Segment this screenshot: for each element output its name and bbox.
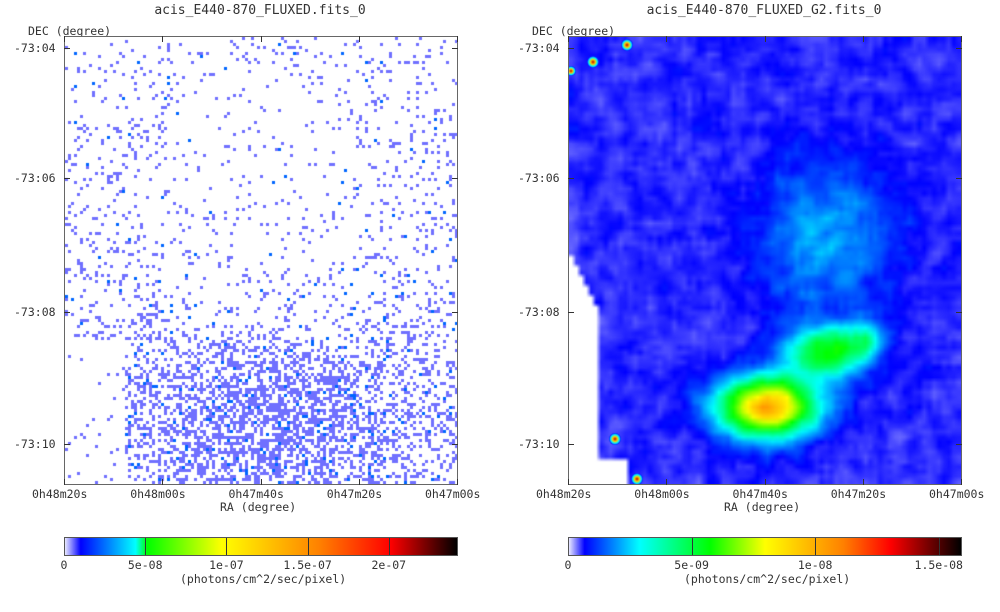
colorbar-tick-label: 1e-08 [797, 558, 833, 572]
x-tick-mark [260, 36, 262, 42]
colorbar-tick-mark [388, 538, 390, 555]
y-tick-label: -73:10 [14, 437, 56, 451]
colorbar-tick-mark [145, 538, 147, 555]
y-tick-mark [956, 178, 962, 179]
colorbar-tick-mark [307, 538, 309, 555]
y-tick-mark [956, 312, 962, 313]
image-plot-area[interactable] [64, 36, 458, 485]
y-tick-mark [452, 178, 458, 179]
y-tick-mark [568, 178, 574, 179]
y-tick-mark [64, 444, 70, 445]
colorbar-tick-label: 1.5e-08 [914, 558, 963, 572]
y-axis-label: DEC (degree) [532, 24, 616, 38]
colorbar-tick-label: 1.5e-07 [283, 558, 332, 572]
y-tick-mark [568, 48, 574, 49]
x-tick-mark [961, 479, 962, 485]
y-tick-label: -73:04 [14, 41, 56, 55]
image-plot-area[interactable] [568, 36, 962, 485]
y-tick-mark [64, 48, 70, 49]
colorbar-tick-label: 0 [564, 558, 572, 572]
x-tick-mark [568, 36, 569, 42]
y-tick-mark [452, 48, 458, 49]
flux-image [569, 37, 961, 484]
x-tick-mark [764, 36, 766, 42]
x-tick-label: 0h47m40s [732, 487, 788, 501]
x-tick-mark [862, 479, 864, 485]
x-tick-label: 0h48m00s [130, 487, 186, 501]
x-tick-mark [961, 36, 962, 42]
x-tick-label: 0h48m20s [32, 487, 88, 501]
y-tick-mark [64, 178, 70, 179]
y-tick-mark [64, 312, 70, 313]
y-tick-label: -73:08 [14, 305, 56, 319]
x-tick-label: 0h47m20s [326, 487, 383, 501]
x-tick-mark [260, 479, 262, 485]
colorbar [568, 537, 962, 556]
y-tick-mark [956, 48, 962, 49]
x-tick-mark [666, 479, 668, 485]
colorbar-label: (photons/cm^2/sec/pixel) [180, 572, 347, 586]
y-tick-mark [452, 444, 458, 445]
colorbar-tick-mark [938, 538, 940, 555]
colorbar-tick-label: 0 [60, 558, 68, 572]
x-tick-mark [162, 479, 164, 485]
x-tick-label: 0h48m20s [536, 487, 592, 501]
colorbar-label: (photons/cm^2/sec/pixel) [684, 572, 851, 586]
colorbar-tick-label: 1e-07 [209, 558, 244, 572]
x-tick-mark [162, 36, 164, 42]
y-tick-mark [452, 312, 458, 313]
x-tick-mark [358, 479, 360, 485]
y-tick-label: -73:04 [518, 41, 560, 55]
flux-image [65, 37, 457, 484]
x-tick-mark [568, 479, 569, 485]
x-tick-mark [64, 479, 65, 485]
x-axis-label: RA (degree) [220, 500, 297, 514]
x-axis-label: RA (degree) [724, 500, 801, 514]
y-tick-label: -73:06 [14, 171, 56, 185]
y-tick-label: -73:06 [518, 171, 560, 185]
plot-title: acis_E440-870_FLUXED_G2.fits_0 [646, 3, 882, 18]
colorbar-tick-mark [815, 538, 817, 555]
x-tick-mark [666, 36, 668, 42]
colorbar [64, 537, 458, 556]
y-tick-label: -73:10 [518, 437, 560, 451]
x-tick-mark [862, 36, 864, 42]
x-tick-mark [358, 36, 360, 42]
x-tick-label: 0h47m20s [830, 487, 887, 501]
x-tick-label: 0h47m00s [929, 487, 985, 501]
x-tick-mark [64, 36, 65, 42]
y-tick-mark [956, 444, 962, 445]
y-tick-mark [568, 312, 574, 313]
x-tick-label: 0h47m00s [425, 487, 481, 501]
colorbar-tick-label: 5e-09 [674, 558, 709, 572]
x-tick-mark [764, 479, 766, 485]
x-tick-label: 0h48m00s [634, 487, 690, 501]
colorbar-tick-mark [691, 538, 693, 555]
colorbar-tick-mark [226, 538, 228, 555]
y-axis-label: DEC (degree) [28, 24, 112, 38]
x-tick-mark [457, 479, 458, 485]
colorbar-tick-label: 5e-08 [127, 558, 163, 572]
plot-title: acis_E440-870_FLUXED.fits_0 [154, 3, 366, 18]
colorbar-tick-label: 2e-07 [371, 558, 407, 572]
x-tick-mark [457, 36, 458, 42]
x-tick-label: 0h47m40s [228, 487, 284, 501]
y-tick-mark [568, 444, 574, 445]
y-tick-label: -73:08 [518, 305, 560, 319]
